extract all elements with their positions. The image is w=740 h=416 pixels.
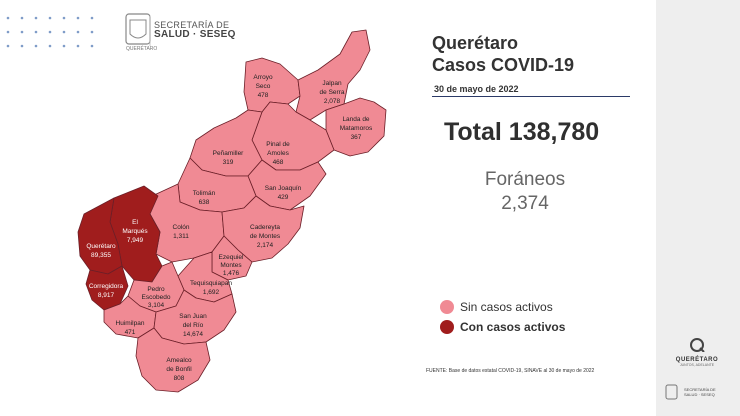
label-tequisquiapan-name: Tequisquiapan: [190, 280, 232, 287]
label-san-juan-name-2: del Río: [183, 322, 204, 329]
label-jalpan-name-2: de Serra: [320, 89, 345, 96]
label-el-marques-name-1: El: [132, 219, 138, 226]
title-divider: [432, 96, 630, 97]
label-san-juan-value: 14,674: [183, 331, 203, 338]
label-jalpan-value: 2,078: [324, 98, 341, 105]
label-queretaro-name: Querétaro: [86, 243, 116, 250]
label-cadereyta-name-1: Cadereyta: [250, 224, 280, 231]
queretaro-logo-word: QUERÉTARO: [675, 357, 719, 363]
seseq-footer-text: SECRETARÍA DE SALUD · SESEQ: [684, 387, 716, 397]
seseq-footer-logo: SECRETARÍA DE SALUD · SESEQ: [664, 384, 734, 405]
label-el-marques-name-2: Marqués: [122, 228, 148, 235]
label-corregidora-value: 8,917: [98, 292, 115, 299]
total-cases: Total 138,780: [444, 118, 600, 146]
foraneos-block: Foráneos 2,374: [440, 168, 610, 216]
label-amealco-value: 808: [174, 375, 185, 382]
legend-item-active: Con casos activos: [440, 320, 565, 334]
label-san-joaquin-value: 429: [278, 194, 289, 201]
legend-label-no-active: Sin casos activos: [460, 300, 553, 314]
legend-label-active: Con casos activos: [460, 320, 566, 334]
label-huimilpan-name: Huimilpan: [116, 320, 145, 327]
label-ezequiel-value: 1,476: [223, 270, 240, 277]
secretaria-logo-text: SECRETARÍA DE SALUD · SESEQ: [154, 20, 236, 40]
label-ezequiel-name-1: Ezequiel: [219, 254, 244, 261]
label-amealco-name-1: Amealco: [166, 357, 192, 364]
secretaria-line1: SECRETARÍA DE: [154, 20, 230, 30]
label-pinal-name-2: Amoles: [267, 150, 289, 157]
page-title: Querétaro Casos COVID-19: [432, 32, 574, 76]
label-san-juan-name-1: San Juan: [179, 313, 207, 320]
label-landa-name-2: Matamoros: [340, 125, 373, 132]
legend-item-no-active: Sin casos activos: [440, 300, 565, 314]
foraneos-label: Foráneos: [484, 169, 566, 190]
label-arroyo-seco-name-2: Seco: [256, 83, 271, 90]
label-corregidora-name: Corregidora: [89, 283, 124, 290]
label-pedro-escobedo-name-1: Pedro: [147, 286, 165, 293]
label-cadereyta-value: 2,174: [257, 242, 274, 249]
region-landa: [325, 97, 387, 157]
label-pinal-name-1: Pinal de: [266, 141, 290, 148]
seseq-footer-line2: SALUD · SESEQ: [684, 392, 715, 397]
label-toliman-value: 638: [199, 199, 210, 206]
label-pedro-escobedo-value: 3,104: [148, 302, 165, 309]
label-arroyo-seco-name-1: Arroyo: [253, 74, 273, 81]
label-jalpan-name-1: Jalpan: [322, 80, 342, 87]
label-amealco-name-2: de Bonfil: [166, 366, 192, 373]
state-name-small: QUERÉTARO: [126, 46, 158, 52]
label-penamiller-value: 319: [223, 159, 234, 166]
queretaro-emblem-icon: [690, 338, 705, 353]
label-ezequiel-name-2: Montes: [220, 262, 242, 269]
label-penamiller-name: Peñamiller: [213, 150, 245, 157]
report-date: 30 de mayo de 2022: [434, 84, 519, 94]
map-labels: Arroyo Seco 478 Jalpan de Serra 2,078 La…: [86, 74, 373, 382]
label-cadereyta-name-2: de Montes: [250, 233, 281, 240]
queretaro-logo-tagline: JUNTOS, ADELANTE: [679, 363, 715, 367]
label-colon-value: 1,311: [173, 233, 189, 240]
source-note: FUENTE: Base de datos estatal COVID-19, …: [426, 368, 595, 374]
dot-pattern-decoration: [6, 16, 94, 48]
label-landa-name-1: Landa de: [342, 116, 369, 123]
seseq-footer-line1: SECRETARÍA DE: [684, 387, 716, 392]
title-line2: Casos COVID-19: [432, 55, 575, 75]
title-line1: Querétaro: [432, 33, 519, 53]
state-seal-logo: [125, 13, 151, 46]
side-panel: [656, 0, 740, 416]
label-huimilpan-value: 471: [125, 329, 136, 336]
label-arroyo-seco-value: 478: [258, 92, 269, 99]
label-san-joaquin-name: San Joaquín: [265, 185, 302, 192]
foraneos-value: 2,374: [501, 193, 549, 214]
legend-swatch-no-active: [440, 300, 454, 314]
label-pedro-escobedo-name-2: Escobedo: [142, 294, 171, 301]
label-landa-value: 367: [351, 134, 362, 141]
region-amealco: [135, 327, 211, 393]
label-el-marques-value: 7,949: [127, 237, 144, 244]
queretaro-logo: QUERÉTARO JUNTOS, ADELANTE: [662, 338, 732, 367]
label-pinal-value: 468: [273, 159, 284, 166]
legend-swatch-active: [440, 320, 454, 334]
label-colon-name: Colón: [173, 224, 190, 231]
region-penamiller: [189, 109, 263, 177]
map-legend: Sin casos activos Con casos activos: [440, 300, 565, 340]
seseq-seal-icon: [665, 384, 678, 400]
label-tequisquiapan-value: 1,692: [203, 289, 220, 296]
secretaria-line2: SALUD · SESEQ: [154, 29, 236, 40]
label-queretaro-value: 89,355: [91, 252, 111, 259]
label-toliman-name: Tolimán: [193, 190, 216, 197]
